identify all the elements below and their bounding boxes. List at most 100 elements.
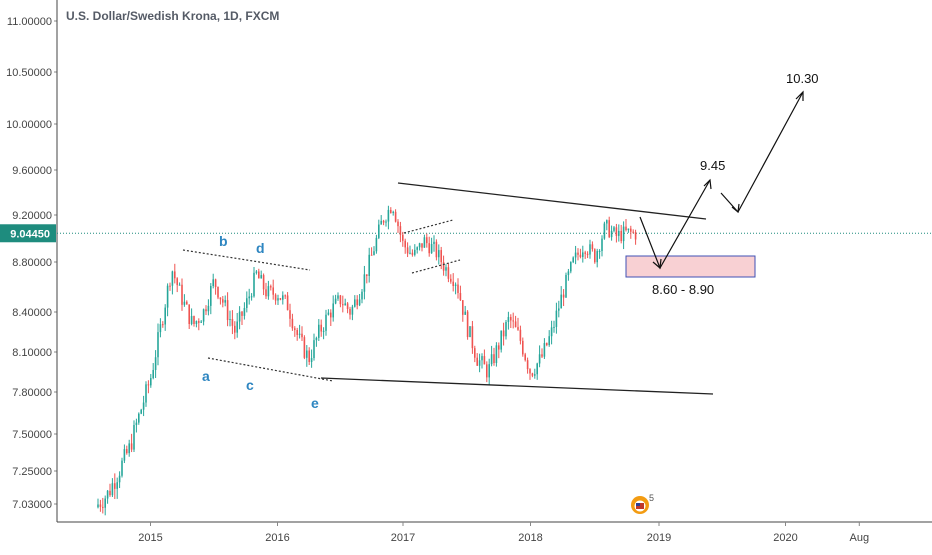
candle-body (210, 286, 212, 306)
candle-body (253, 272, 255, 297)
candle-body (428, 243, 430, 254)
candle-body (385, 221, 387, 223)
candle-body (322, 330, 325, 332)
candle-body (394, 211, 397, 222)
publisher-logo-flag-canton (636, 503, 640, 506)
candle-body (610, 230, 613, 238)
wave-label-b: b (219, 233, 228, 249)
candle-body (546, 343, 548, 346)
candle-body (562, 294, 565, 298)
y-tick-label: 10.50000 (6, 67, 52, 79)
candle-body (567, 271, 570, 275)
candle-body (445, 267, 447, 271)
candle-body (570, 262, 572, 272)
candle-body (231, 319, 234, 326)
candle-body (339, 295, 342, 305)
candle-body (596, 251, 598, 263)
candle-body (390, 209, 392, 214)
target-label-2: 10.30 (786, 71, 819, 86)
candle-body (622, 226, 625, 242)
y-tick-label: 9.60000 (12, 165, 52, 177)
wave-label-d: d (256, 240, 265, 256)
candle-body (344, 303, 346, 306)
candle-body (366, 274, 368, 276)
candle-body (126, 449, 128, 454)
candle-body (267, 286, 270, 297)
candle-body (370, 254, 373, 256)
candle-body (582, 252, 584, 258)
candle-body (298, 333, 301, 335)
candle-body (109, 490, 111, 496)
candle-body (270, 286, 272, 288)
current-price-label: 9.04450 (10, 228, 50, 240)
candle-body (495, 345, 498, 364)
candle-body (555, 310, 558, 327)
target-zone (625, 255, 756, 278)
candle-body (634, 232, 637, 240)
wave-label-e: e (311, 395, 319, 411)
candle-body (128, 443, 130, 454)
candle-body (164, 307, 166, 325)
candle-body (303, 337, 306, 358)
y-tick-label: 7.03000 (12, 499, 52, 511)
time-axis: 2015 2016 2017 2018 2019 2020 Aug (57, 521, 932, 544)
candle-body (517, 327, 519, 330)
candle-body (373, 251, 375, 256)
candle-body (330, 312, 332, 318)
candle-body (207, 305, 210, 312)
candle-body (627, 228, 630, 231)
candle-body (481, 356, 483, 361)
candle-body (406, 247, 409, 254)
candle-body (524, 354, 526, 361)
candle-body (318, 324, 320, 338)
candle-body (433, 241, 435, 245)
candle-body (202, 309, 205, 322)
candle-body (154, 357, 157, 370)
candle-body (457, 284, 459, 294)
candle-body (442, 262, 445, 271)
candle-body (337, 295, 339, 299)
candle-body (286, 295, 289, 311)
candle-body (435, 241, 438, 258)
candle-body (606, 220, 608, 224)
candle-body (205, 309, 207, 312)
candle-body (382, 220, 385, 223)
candle-body (133, 425, 135, 450)
candle-body (586, 253, 589, 255)
candle-body (320, 324, 322, 332)
candle-body (450, 278, 452, 282)
candle-body (262, 275, 265, 290)
candle-body (224, 300, 226, 303)
candle-body (150, 378, 152, 386)
candle-body (402, 234, 404, 241)
candle-body (241, 311, 243, 316)
x-tick-label: 2018 (518, 532, 542, 544)
wave-label-c: c (246, 377, 254, 393)
candle-body (538, 354, 541, 364)
candle-body (584, 252, 586, 254)
candle-body (306, 350, 308, 358)
y-tick-label: 8.80000 (12, 257, 52, 269)
upper-trendline (397, 182, 707, 220)
candle-body (548, 336, 550, 346)
candle-body (438, 250, 440, 258)
candles (97, 205, 637, 516)
candle-body (608, 220, 610, 238)
candle-body (198, 321, 200, 323)
candle-body (526, 360, 529, 370)
candle-body (474, 348, 476, 358)
candle-body (392, 211, 394, 214)
candle-body (248, 296, 250, 299)
candle-body (188, 304, 190, 324)
candle-body (462, 300, 464, 315)
candle-body (577, 252, 579, 255)
candle-body (291, 318, 294, 329)
projection-arrow-path (639, 179, 711, 270)
candle-body (152, 369, 154, 379)
projection-arrow-tail (720, 91, 804, 214)
candle-body (358, 299, 361, 306)
candle-body (618, 230, 620, 236)
candle-body (598, 250, 601, 252)
candle-body (488, 364, 490, 378)
candle-body (178, 284, 181, 286)
